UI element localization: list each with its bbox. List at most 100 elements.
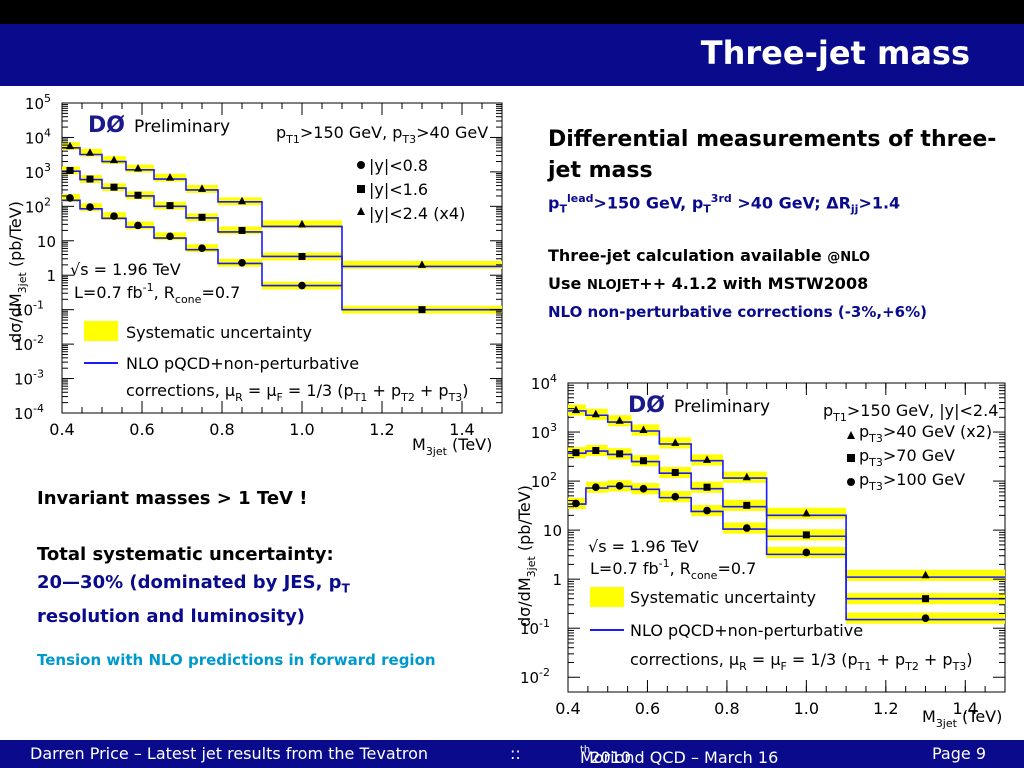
legend-syst-swatch [590,587,624,607]
data-point [921,570,930,579]
lumi-label: L=0.7 fb-1, Rcone=0.7 [590,557,756,582]
y-tick-label: 10 [37,233,56,251]
data-point [66,141,74,150]
tension-line: Tension with NLO predictions in forward … [37,650,436,669]
data-point [110,183,118,191]
data-point [166,173,174,181]
x-tick-label: 1.0 [794,699,819,718]
legend-syst-label: Systematic uncertainty [126,323,312,342]
cuts-label: pT1>150 GeV, pT3>40 GeV [276,123,488,146]
legend-label-y08: |y|<0.8 [369,156,428,175]
data-point [703,483,711,491]
y-axis-label: dσ/dM3jet (pb/TeV) [515,485,538,627]
legend-syst-swatch [84,321,118,341]
y-tick-label: 10-2 [14,333,44,354]
sqrt-s-label: √s = 1.96 TeV [70,260,181,279]
y-tick-label: 104 [531,372,557,393]
x-tick-label: 0.8 [714,699,739,718]
markers-layer [66,141,426,314]
data-point [572,449,580,457]
data-point [298,252,306,260]
footer-page: Page 9 [932,744,986,763]
data-point [671,492,680,501]
legend-marker-circle [847,478,855,486]
sqrt-s-label: √s = 1.96 TeV [588,537,699,556]
data-point [743,501,751,509]
data-point [198,184,206,192]
data-point [166,232,174,241]
data-point [238,226,246,234]
y-tick-label: 1 [552,571,562,589]
top-black-strip [0,0,1024,24]
data-point [238,258,246,267]
x-axis-label: M3jet (TeV) [412,435,492,458]
y-tick-label: 1 [46,267,56,285]
slide-title: Three-jet mass [700,34,970,72]
legend-marker-triangle [847,431,855,439]
data-point [639,457,647,465]
data-point [592,447,600,455]
data-point [86,203,94,211]
y-tick-label: 10 [543,522,562,540]
data-point [742,472,751,481]
data-point [802,531,810,539]
data-point [921,614,930,622]
data-point [572,499,580,508]
total-syst-line: Total systematic uncertainty: [37,544,334,565]
markers-layer [571,405,930,622]
data-point [639,484,648,493]
y-axis-label: dσ/dM3jet (pb/TeV) [6,201,29,343]
x-axis-label: M3jet (TeV) [922,707,1002,730]
y-tick-label: 103 [25,161,51,182]
y-tick-label: 10-4 [14,402,44,423]
use-line: Use NLOJET++ 4.1.2 with MSTW2008 [548,273,869,293]
data-point [110,212,118,220]
x-tick-label: 1.2 [369,420,394,439]
data-point [198,244,206,252]
y-tick-label: 102 [25,195,51,216]
legend-label-pt40: pT3>40 GeV (x2) [859,422,992,445]
data-point [639,425,648,434]
x-tick-label: 1.4 [449,420,474,439]
data-point [591,409,600,418]
y-tick-label: 10-2 [520,666,550,687]
x-tick-label: 0.4 [555,699,580,718]
data-point [571,405,580,414]
x-tick-label: 1.0 [289,420,314,439]
invariant-masses-line: Invariant masses > 1 TeV ! [37,488,308,509]
data-point [86,148,94,156]
legend-nlo-label: NLO pQCD+non-perturbative [126,354,359,373]
data-point [66,166,74,174]
legend-marker-circle [357,161,365,169]
cuts-label: pT1>150 GeV, |y|<2.4 [823,401,998,424]
y-tick-label: 10-1 [14,299,44,320]
data-point [134,221,142,230]
data-point [615,482,624,490]
series-legend: |y|<0.8 |y|<1.6 |y|<2.4 (x4) [357,156,465,223]
legend-label-y24: |y|<2.4 (x4) [369,204,465,223]
data-point [298,281,306,290]
data-point [671,468,679,476]
footer-author: Darren Price – Latest jet results from t… [30,744,429,763]
x-tick-label: 1.2 [873,699,898,718]
x-tick-label: 0.4 [49,420,74,439]
ticks-layer: 0.4 0.6 0.8 1.0 1.2 1.4 105 104 103 102 10 110-1 10-… [14,92,502,439]
legend-label-pt70: pT3>70 GeV [859,446,955,469]
legend-syst-label: Systematic uncertainty [630,588,816,607]
lumi-label: L=0.7 fb-1, Rcone=0.7 [74,281,240,306]
data-point [166,202,174,210]
data-point [198,213,206,221]
data-point [616,450,624,458]
right-text-block: Differential measurements of three-jet m… [548,124,1008,325]
data-point [592,483,600,492]
x-tick-label: 0.8 [209,420,234,439]
d0-logo: DØ [628,393,665,418]
legend-marker-square [847,454,855,462]
left-text-block: Invariant masses > 1 TeV ! Total systema… [37,485,497,671]
y-tick-label: 102 [531,470,557,491]
legend-corr-label: corrections, μR = μF = 1/3 (pT1 + pT2 + … [126,381,469,404]
series-legend: pT3>40 GeV (x2) pT3>70 GeV pT3>100 GeV [847,422,992,493]
